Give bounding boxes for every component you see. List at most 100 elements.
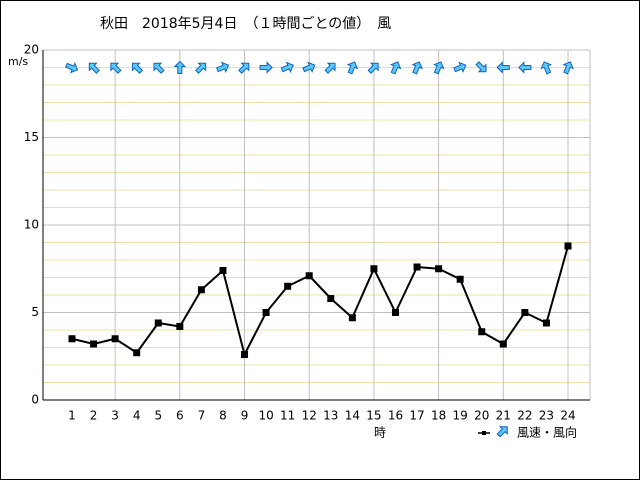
wind-arrow bbox=[195, 62, 207, 74]
x-tick-label: 2 bbox=[90, 409, 98, 423]
point bbox=[111, 335, 119, 343]
x-tick-label: 4 bbox=[133, 409, 141, 423]
point bbox=[327, 295, 335, 302]
point bbox=[305, 272, 313, 280]
x-tick-label: 15 bbox=[366, 409, 381, 423]
arrow-shape bbox=[238, 62, 250, 74]
x-tick-label: 21 bbox=[496, 409, 511, 423]
point bbox=[348, 314, 356, 322]
x-tick-label: 5 bbox=[154, 409, 162, 423]
point bbox=[154, 319, 162, 327]
arrow-shape bbox=[367, 62, 379, 74]
point bbox=[370, 265, 378, 273]
arrow-shape bbox=[496, 61, 510, 74]
point bbox=[478, 328, 486, 336]
wind-arrow bbox=[110, 62, 122, 74]
wind-arrow bbox=[518, 61, 532, 74]
arrow-shape bbox=[540, 61, 552, 75]
x-tick-label: 13 bbox=[323, 409, 338, 423]
arrow-shape bbox=[88, 62, 100, 74]
arrow-shape bbox=[411, 61, 423, 75]
wind-arrow bbox=[153, 62, 165, 74]
point bbox=[564, 242, 572, 250]
arrow-shape bbox=[518, 61, 532, 74]
y-tick-label: 10 bbox=[24, 218, 39, 232]
arrow-shape bbox=[131, 62, 144, 74]
arrow-shape bbox=[475, 61, 487, 73]
arrow-shape bbox=[153, 62, 165, 74]
point bbox=[542, 319, 550, 327]
y-tick-label: 15 bbox=[24, 130, 39, 144]
x-tick-label: 7 bbox=[198, 409, 206, 423]
wind-arrow bbox=[562, 61, 574, 75]
x-tick-label: 6 bbox=[176, 409, 184, 423]
point bbox=[262, 309, 270, 316]
point bbox=[456, 275, 464, 283]
wind-arrow bbox=[324, 62, 336, 74]
wind-arrow bbox=[259, 61, 273, 74]
wind-arrow bbox=[65, 61, 79, 74]
y-unit: m/s bbox=[8, 55, 28, 68]
arrow-shape bbox=[280, 61, 294, 74]
wind-arrow bbox=[280, 61, 294, 74]
point bbox=[133, 349, 141, 357]
x-tick-label: 9 bbox=[241, 409, 249, 423]
x-tick-label: 8 bbox=[219, 409, 227, 423]
x-label: 時 bbox=[374, 426, 386, 440]
x-tick-label: 18 bbox=[431, 409, 446, 423]
arrow-shape bbox=[259, 61, 273, 74]
x-tick-label: 16 bbox=[388, 409, 403, 423]
point bbox=[90, 340, 98, 348]
legend-marker bbox=[482, 431, 486, 435]
x-tick-label: 24 bbox=[560, 409, 575, 423]
arrow-shape bbox=[433, 61, 445, 75]
y-tick-label: 20 bbox=[24, 43, 39, 57]
wind-arrow bbox=[88, 62, 100, 74]
arrow-shape bbox=[173, 60, 187, 74]
x-tick-label: 17 bbox=[409, 409, 424, 423]
x-tick-label: 3 bbox=[111, 409, 119, 423]
arrow-shape bbox=[562, 61, 574, 75]
wind-arrow bbox=[475, 61, 487, 73]
wind-arrow bbox=[238, 62, 250, 74]
wind-arrow bbox=[453, 61, 467, 74]
wind-arrow bbox=[411, 61, 423, 75]
x-tick-label: 14 bbox=[345, 409, 360, 423]
arrow-shape bbox=[302, 61, 316, 74]
wind-arrow bbox=[540, 61, 552, 75]
point bbox=[391, 309, 399, 316]
point bbox=[241, 351, 249, 358]
wind-arrow bbox=[215, 61, 230, 74]
x-tick-label: 1 bbox=[68, 409, 76, 423]
point bbox=[521, 309, 529, 316]
wind-arrow bbox=[173, 60, 187, 74]
y-tick-label: 0 bbox=[31, 393, 39, 407]
arrow-shape bbox=[346, 61, 359, 75]
arrow-shape bbox=[453, 61, 467, 74]
arrow-shape bbox=[324, 62, 336, 74]
x-tick-label: 12 bbox=[302, 409, 317, 423]
legend-arrow bbox=[496, 426, 508, 438]
point bbox=[435, 265, 443, 273]
point bbox=[68, 335, 76, 343]
y-tick-label: 5 bbox=[31, 305, 39, 319]
wind-arrow bbox=[389, 61, 402, 75]
point bbox=[219, 267, 227, 274]
x-tick-label: 11 bbox=[280, 409, 295, 423]
point bbox=[176, 323, 184, 330]
wind-arrow bbox=[433, 61, 445, 75]
wind-arrow bbox=[131, 62, 144, 74]
arrow-shape bbox=[195, 62, 207, 74]
x-tick-label: 10 bbox=[258, 409, 273, 423]
x-tick-label: 23 bbox=[539, 409, 554, 423]
point bbox=[413, 263, 421, 271]
point bbox=[284, 282, 292, 290]
x-tick-label: 20 bbox=[474, 409, 489, 423]
arrow-shape bbox=[65, 61, 79, 74]
line bbox=[71, 245, 569, 358]
point bbox=[197, 286, 205, 294]
arrow-shape bbox=[110, 62, 122, 74]
arrow-shape bbox=[389, 61, 402, 75]
wind-arrow bbox=[302, 61, 316, 74]
